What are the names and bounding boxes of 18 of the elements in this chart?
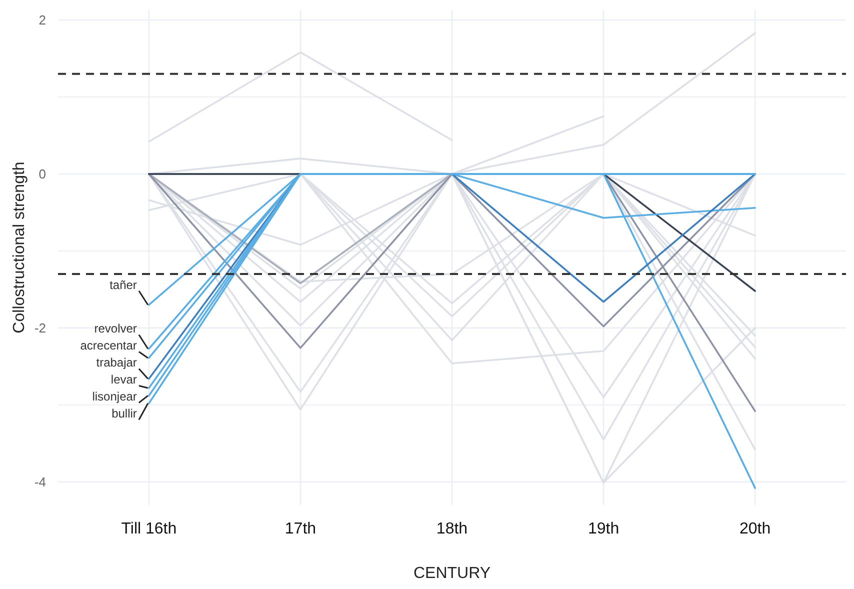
x-axis-title: CENTURY [413,565,491,582]
y-tick-label: 0 [38,166,46,182]
y-tick-label: 2 [38,12,46,28]
series-label: trabajar [96,356,137,370]
y-axis-title: Collostructional strength [11,162,28,334]
y-tick-label: -4 [34,474,46,490]
series-label: levar [110,372,137,387]
series-label: tañer [110,278,137,292]
x-tick-label: 20th [740,520,771,538]
series-label: lisonjear [92,390,137,404]
x-tick-label: 17th [284,520,316,538]
series-label: acrecentar [80,338,137,353]
x-tick-label: 18th [436,520,468,538]
x-tick-label: 19th [588,520,620,538]
y-tick-label: -2 [34,320,46,336]
series-label: revolver [94,322,137,336]
x-tick-label: Till 16th [121,520,177,538]
series-label: bullir [112,406,137,421]
